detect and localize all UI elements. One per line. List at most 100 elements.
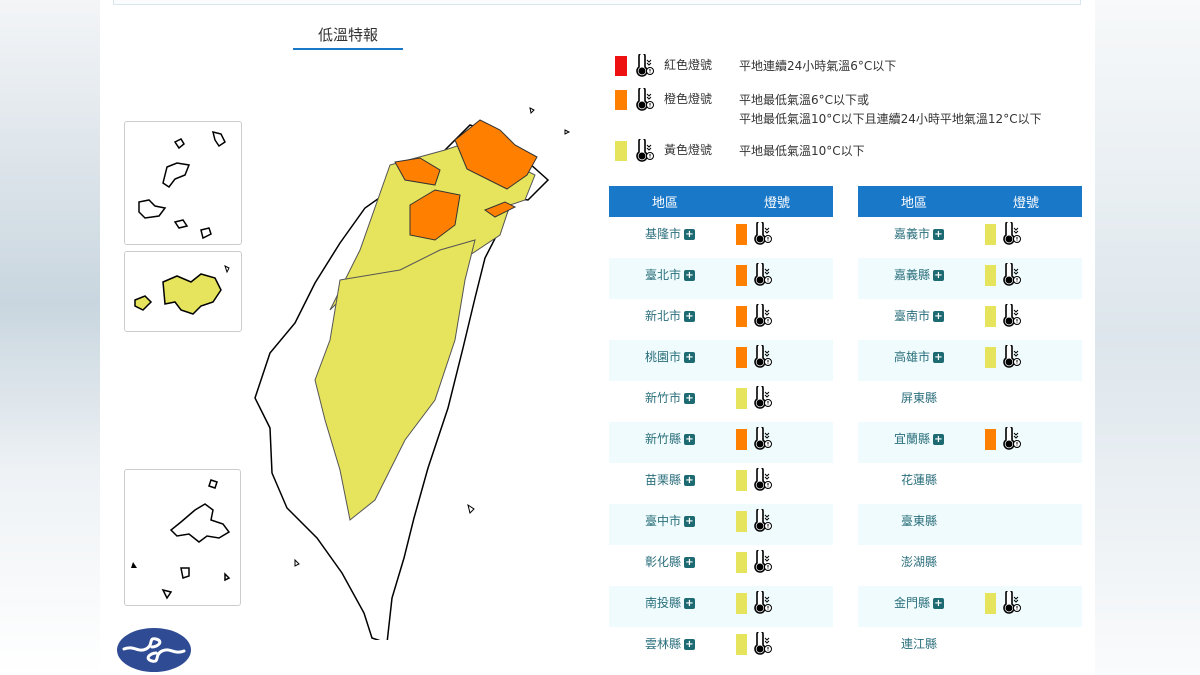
thermometer-icon [753, 548, 773, 574]
expand-plus-icon[interactable]: + [933, 352, 944, 363]
region-name-cell: 新竹市 + [609, 389, 731, 406]
region-name-cell: 連江縣 [858, 635, 980, 652]
region-name-cell: 嘉義市 + [858, 225, 980, 242]
signal-swatch-yellow [985, 306, 996, 327]
cwa-logo[interactable] [116, 627, 194, 673]
thermometer-icon [635, 86, 655, 112]
signal-swatch-yellow [985, 347, 996, 368]
signal-swatch-yellow [736, 470, 747, 491]
region-name: 嘉義市 [893, 227, 930, 241]
expand-plus-icon[interactable]: + [684, 434, 695, 445]
signal-swatch-yellow [985, 265, 996, 286]
expand-plus-icon[interactable]: + [933, 229, 944, 240]
region-name: 彰化縣 [644, 555, 681, 569]
orange-region-hsinchu [409, 189, 461, 241]
region-name: 臺中市 [644, 514, 681, 528]
thermometer-icon [753, 589, 773, 615]
expand-plus-icon[interactable]: + [933, 434, 944, 445]
legend-name: 紅色燈號 [664, 58, 713, 72]
header-region: 地區 [651, 196, 678, 211]
table-row: 新竹縣 + [609, 422, 833, 463]
region-name: 南投縣 [644, 596, 681, 610]
expand-plus-icon[interactable]: + [684, 311, 695, 322]
thermometer-icon [753, 343, 773, 369]
region-name-cell: 雲林縣 + [609, 635, 731, 652]
region-name-cell: 臺東縣 [858, 512, 980, 529]
table-row: 苗栗縣 + [609, 463, 833, 504]
thermometer-icon [1002, 343, 1022, 369]
penghu-map [134, 265, 230, 315]
region-name: 新北市 [644, 309, 681, 323]
header-region: 地區 [900, 196, 927, 211]
matsu-map [138, 130, 226, 240]
table-row: 新竹市 + [609, 381, 833, 422]
legend-desc: 平地連續24小時氣溫6°C以下 [739, 59, 897, 73]
table-row: 連江縣 [858, 627, 1082, 668]
thermometer-icon [753, 630, 773, 656]
penghu-inset[interactable] [124, 251, 242, 332]
signal-swatch-yellow [736, 511, 747, 532]
region-name: 屏東縣 [900, 391, 937, 405]
expand-plus-icon[interactable]: + [684, 557, 695, 568]
table-row: 臺北市 + [609, 258, 833, 299]
signal-swatch-yellow [736, 552, 747, 573]
signal-swatch-yellow [985, 224, 996, 245]
expand-plus-icon[interactable]: + [684, 598, 695, 609]
left-region-table: 地區 燈號 基隆市 + 臺北市 + 新北市 + 桃園市 + 新竹市 + 新竹縣 + 苗栗縣 + 臺中市 + 彰化… [609, 186, 833, 668]
expand-plus-icon[interactable]: + [684, 475, 695, 486]
expand-plus-icon[interactable]: + [933, 598, 944, 609]
expand-plus-icon[interactable]: + [933, 311, 944, 322]
thermometer-icon [753, 425, 773, 451]
signal-swatch-orange [985, 429, 996, 450]
legend-item-red: 紅色燈號 平地連續24小時氣溫6°C以下 [615, 52, 1085, 94]
legend-item-orange: 橙色燈號 平地最低氣溫6°C以下或 平地最低氣溫10°C以下且連續24小時平地氣溫… [615, 86, 1085, 128]
expand-plus-icon[interactable]: + [684, 270, 695, 281]
table-row: 嘉義市 + [858, 217, 1082, 258]
expand-plus-icon[interactable]: + [684, 516, 695, 527]
thermometer-icon [635, 137, 655, 163]
signal-swatch-yellow [736, 634, 747, 655]
region-name: 新竹市 [644, 391, 681, 405]
yellow-region-central [314, 239, 476, 521]
region-name: 連江縣 [900, 637, 937, 651]
region-name-cell: 屏東縣 [858, 389, 980, 406]
taiwan-map[interactable] [240, 100, 585, 640]
thermometer-icon [1002, 220, 1022, 246]
expand-plus-icon[interactable]: + [933, 270, 944, 281]
region-name-cell: 彰化縣 + [609, 553, 731, 570]
expand-plus-icon[interactable]: + [684, 393, 695, 404]
region-name-cell: 宜蘭縣 + [858, 430, 980, 447]
legend-desc: 平地最低氣溫6°C以下或 [739, 93, 870, 107]
kinmen-inset[interactable] [124, 469, 241, 606]
table-header: 地區 燈號 [858, 186, 1082, 217]
region-name-cell: 基隆市 + [609, 225, 731, 242]
table-row: 雲林縣 + [609, 627, 833, 668]
region-name: 臺東縣 [900, 514, 937, 528]
table-row: 嘉義縣 + [858, 258, 1082, 299]
expand-plus-icon[interactable]: + [684, 352, 695, 363]
table-row: 臺東縣 [858, 504, 1082, 545]
region-name: 雲林縣 [644, 637, 681, 651]
background-right [1095, 0, 1200, 675]
signal-swatch-orange [736, 306, 747, 327]
region-name: 宜蘭縣 [893, 432, 930, 446]
signal-swatch-yellow [985, 593, 996, 614]
thermometer-icon [1002, 302, 1022, 328]
table-row: 臺中市 + [609, 504, 833, 545]
header-signal: 燈號 [763, 196, 790, 211]
thermometer-icon [753, 302, 773, 328]
expand-plus-icon[interactable]: + [684, 229, 695, 240]
table-header: 地區 燈號 [609, 186, 833, 217]
header-signal: 燈號 [1012, 196, 1039, 211]
table-row: 桃園市 + [609, 340, 833, 381]
matsu-inset[interactable] [124, 121, 242, 245]
orange-region-yilan [483, 201, 517, 218]
legend-desc: 平地最低氣溫10°C以下且連續24小時平地氣溫12°C以下 [739, 112, 1042, 126]
region-name-cell: 金門縣 + [858, 594, 980, 611]
table-row: 宜蘭縣 + [858, 422, 1082, 463]
page-title: 低溫特報 [293, 24, 403, 50]
region-name-cell: 花蓮縣 [858, 471, 980, 488]
table-row: 屏東縣 [858, 381, 1082, 422]
expand-plus-icon[interactable]: + [684, 639, 695, 650]
region-name: 新竹縣 [644, 432, 681, 446]
